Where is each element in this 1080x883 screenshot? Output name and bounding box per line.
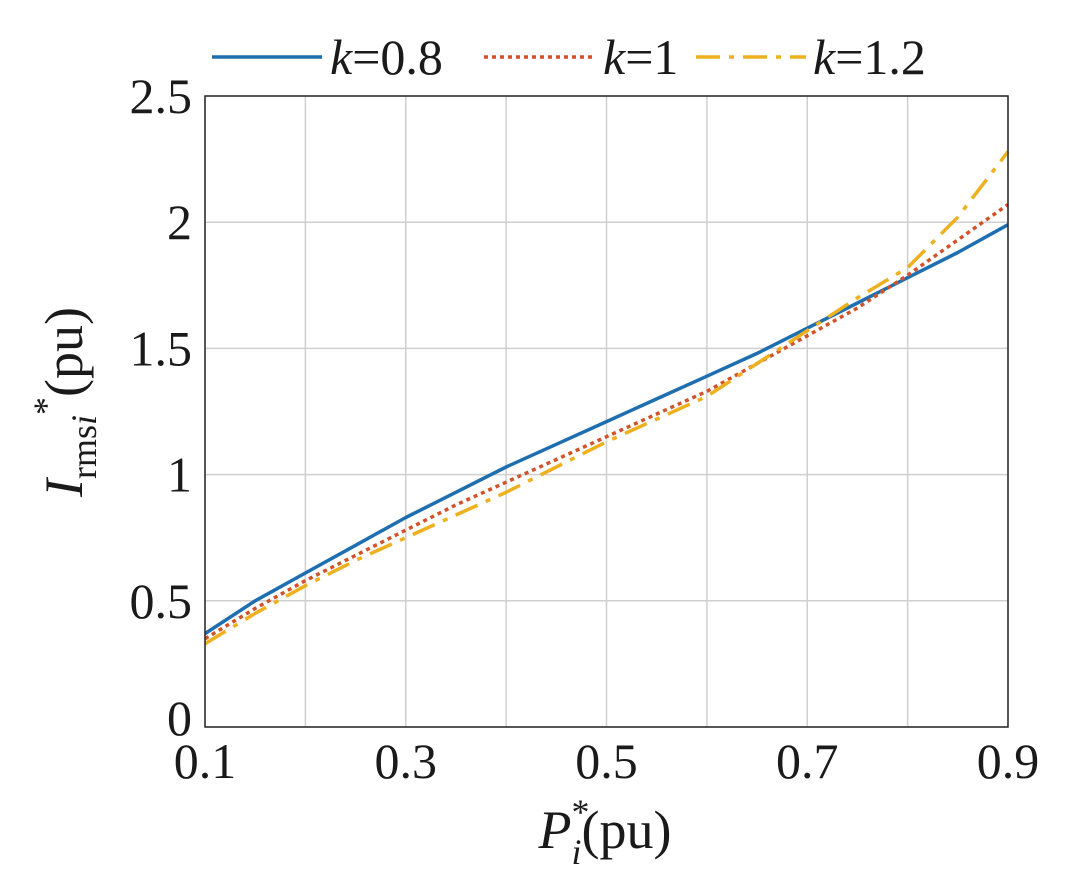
series-line-1 xyxy=(204,203,1010,641)
y-tick-label: 0.5 xyxy=(130,573,193,629)
legend-label-2: k=1.2 xyxy=(813,29,926,85)
legend-value-2: =1.2 xyxy=(835,29,926,85)
x-tick-label: 0.5 xyxy=(575,733,638,789)
y-tick-label: 2.5 xyxy=(130,68,193,124)
legend-var-1: k xyxy=(603,29,626,85)
y-tick-label: 1.5 xyxy=(130,320,193,376)
x-tick-label: 0.7 xyxy=(776,733,839,789)
y-axis-label-sub-italic: i xyxy=(64,415,104,425)
x-tick-labels: 0.1 0.3 0.5 0.7 0.9 xyxy=(174,733,1040,789)
series-line-0 xyxy=(204,223,1009,636)
legend-label-0: k=0.8 xyxy=(330,29,443,85)
y-tick-label: 0 xyxy=(167,690,192,746)
y-axis-label-main: I xyxy=(34,476,94,498)
y-axis-label-sub-roman: rms xyxy=(64,425,104,479)
y-tick-label: 2 xyxy=(167,194,192,250)
x-tick-label: 0.9 xyxy=(977,733,1040,789)
series-layer xyxy=(204,150,1010,646)
legend-label-1: k=1 xyxy=(603,29,678,85)
x-axis-label-main: P xyxy=(538,800,572,860)
legend: k=0.8 k=1 k=1.2 xyxy=(212,29,926,85)
x-axis-label-unit: (pu) xyxy=(582,800,672,860)
x-axis-label-sub: i xyxy=(572,832,582,872)
grid-lines xyxy=(204,95,1009,728)
legend-value-1: =1 xyxy=(625,29,678,85)
x-tick-label: 0.1 xyxy=(174,733,237,789)
y-axis-label-unit: (pu) xyxy=(34,307,94,397)
plot-frame xyxy=(204,95,1009,728)
x-axis-label: P* i(pu) xyxy=(538,792,672,872)
y-axis-label-sup: * xyxy=(26,397,66,415)
x-tick-label: 0.3 xyxy=(375,733,438,789)
legend-value-0: =0.8 xyxy=(352,29,443,85)
y-tick-labels: 0 0.5 1 1.5 2 2.5 xyxy=(130,68,193,746)
y-tick-label: 1 xyxy=(167,447,192,503)
y-axis-label: Irmsi*(pu) xyxy=(26,307,104,498)
x-axis-label-sup: * xyxy=(572,792,590,832)
series-line-2 xyxy=(204,150,1010,646)
legend-var-2: k xyxy=(813,29,836,85)
legend-var-0: k xyxy=(330,29,353,85)
